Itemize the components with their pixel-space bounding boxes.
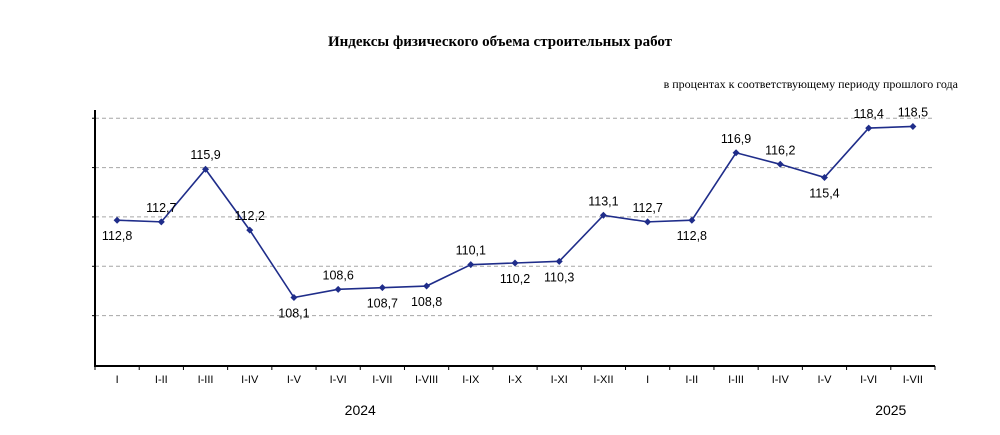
data-point — [688, 216, 696, 224]
x-tick-label: I-II — [685, 374, 698, 386]
axis-layer: I I-II I-III I-IV I-V I-VI I-VII I-VIII I-IX I-X I… — [92, 110, 936, 418]
data-label: 108,6 — [323, 268, 354, 282]
data-point — [820, 173, 828, 181]
data-label: 108,7 — [367, 297, 398, 311]
data-label: 112,8 — [102, 229, 132, 243]
x-tick-label: I-IV — [241, 374, 259, 386]
x-tick-label: I-VIII — [415, 374, 438, 386]
data-point — [423, 282, 431, 290]
data-label: 112,2 — [235, 209, 265, 223]
data-label: 110,2 — [500, 272, 530, 286]
data-point — [776, 160, 784, 168]
x-tick-label: I-III — [728, 374, 744, 386]
data-label: 112,8 — [677, 229, 707, 243]
data-point — [157, 218, 165, 226]
data-point — [865, 124, 873, 132]
year-label: 2024 — [345, 402, 376, 418]
data-point — [511, 259, 519, 267]
x-tick-label: I-IV — [772, 374, 790, 386]
data-point — [246, 226, 254, 234]
label-layer: 112,8 112,7 115,9 112,2 108,1 108,6 108,7 108,8… — [102, 105, 928, 320]
data-point — [732, 149, 740, 157]
x-tick-label: I — [646, 374, 649, 386]
data-point — [555, 257, 563, 265]
grid-layer — [95, 117, 935, 317]
data-point — [599, 211, 607, 219]
data-point — [378, 284, 386, 292]
data-label: 115,4 — [809, 186, 839, 200]
data-point — [467, 261, 475, 269]
series-layer — [113, 122, 917, 302]
data-label: 118,4 — [854, 107, 884, 121]
data-label: 112,7 — [632, 201, 662, 215]
x-tick-label: I-IX — [462, 374, 480, 386]
data-label: 108,8 — [411, 295, 442, 309]
data-point — [909, 122, 917, 130]
x-tick-label: I-II — [155, 374, 168, 386]
chart-title: Индексы физического объема строительных … — [327, 34, 673, 50]
x-tick-label: I-V — [287, 374, 302, 386]
data-label: 116,9 — [721, 132, 751, 146]
x-tick-label: I-X — [508, 374, 523, 386]
chart-subtitle: в процентах к соответствующему периоду п… — [663, 77, 958, 91]
data-label: 110,3 — [544, 270, 574, 284]
data-point — [290, 294, 298, 302]
year-label: 2025 — [875, 402, 906, 418]
data-label: 113,1 — [588, 194, 618, 208]
x-tick-label: I-V — [817, 374, 832, 386]
data-label: 112,7 — [146, 201, 176, 215]
x-tick-label: I — [116, 374, 119, 386]
x-tick-label: I-XII — [593, 374, 613, 386]
x-tick-label: I-VII — [372, 374, 392, 386]
data-label: 108,1 — [278, 307, 309, 321]
x-tick-label: I-III — [198, 374, 214, 386]
data-point — [334, 285, 342, 293]
x-tick-label: I-VII — [903, 374, 923, 386]
data-label: 116,2 — [765, 143, 795, 157]
data-label: 110,1 — [456, 244, 486, 258]
data-label: 115,9 — [190, 148, 220, 162]
data-point — [202, 165, 210, 173]
data-point — [644, 218, 652, 226]
data-label: 118,5 — [898, 105, 928, 119]
x-tick-label: I-VI — [330, 374, 347, 386]
x-tick-label: I-VI — [860, 374, 877, 386]
data-point — [113, 216, 121, 224]
x-tick-label: I-XI — [551, 374, 568, 386]
